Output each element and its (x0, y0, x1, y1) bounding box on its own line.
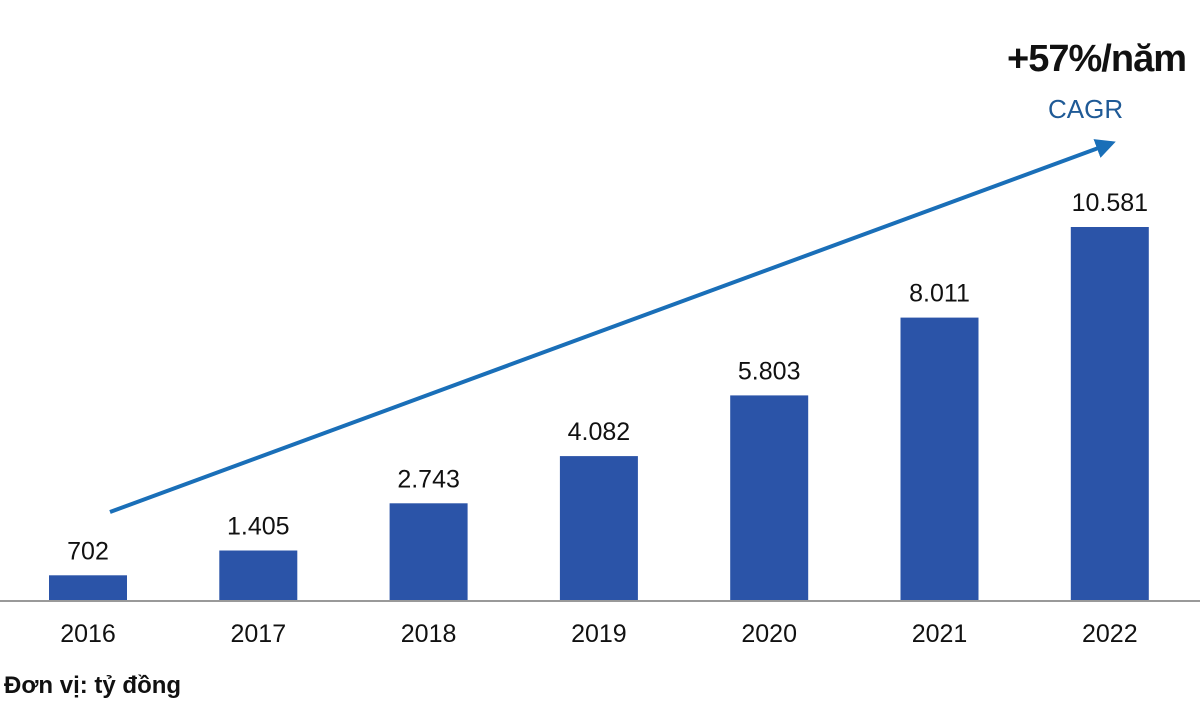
x-tick-label-2020: 2020 (741, 620, 797, 648)
bar-2019 (559, 456, 638, 600)
growth-rate-label: +57%/năm (1007, 38, 1187, 80)
value-label-2021: 8.011 (909, 280, 970, 308)
value-label-2018: 2.743 (397, 465, 460, 493)
bar-2022 (1070, 227, 1149, 600)
unit-label: Đơn vị: tỷ đồng (4, 672, 182, 699)
bar-2017 (219, 550, 298, 600)
value-label-2019: 4.082 (568, 418, 631, 446)
x-tick-label-2016: 2016 (60, 620, 116, 648)
value-label-2016: 702 (67, 537, 109, 565)
value-label-2022: 10.581 (1072, 189, 1148, 217)
value-label-2020: 5.803 (738, 357, 801, 385)
cagr-trend-arrow (109, 139, 1116, 514)
bar-2020 (730, 395, 809, 600)
bars-layer: 702 2016 1.405 2017 2.743 2018 4.082 2019 5.803 2… (49, 189, 1149, 648)
x-tick-label-2017: 2017 (230, 620, 286, 648)
x-tick-label-2022: 2022 (1082, 620, 1138, 648)
bar-2018 (389, 503, 468, 600)
x-tick-label-2018: 2018 (401, 620, 457, 648)
cagr-label: CAGR (1048, 94, 1124, 124)
x-tick-label-2021: 2021 (912, 620, 968, 648)
x-tick-label-2019: 2019 (571, 620, 627, 648)
value-label-2017: 1.405 (227, 513, 290, 541)
bar-2016 (49, 575, 127, 600)
bar-2021 (900, 317, 979, 600)
